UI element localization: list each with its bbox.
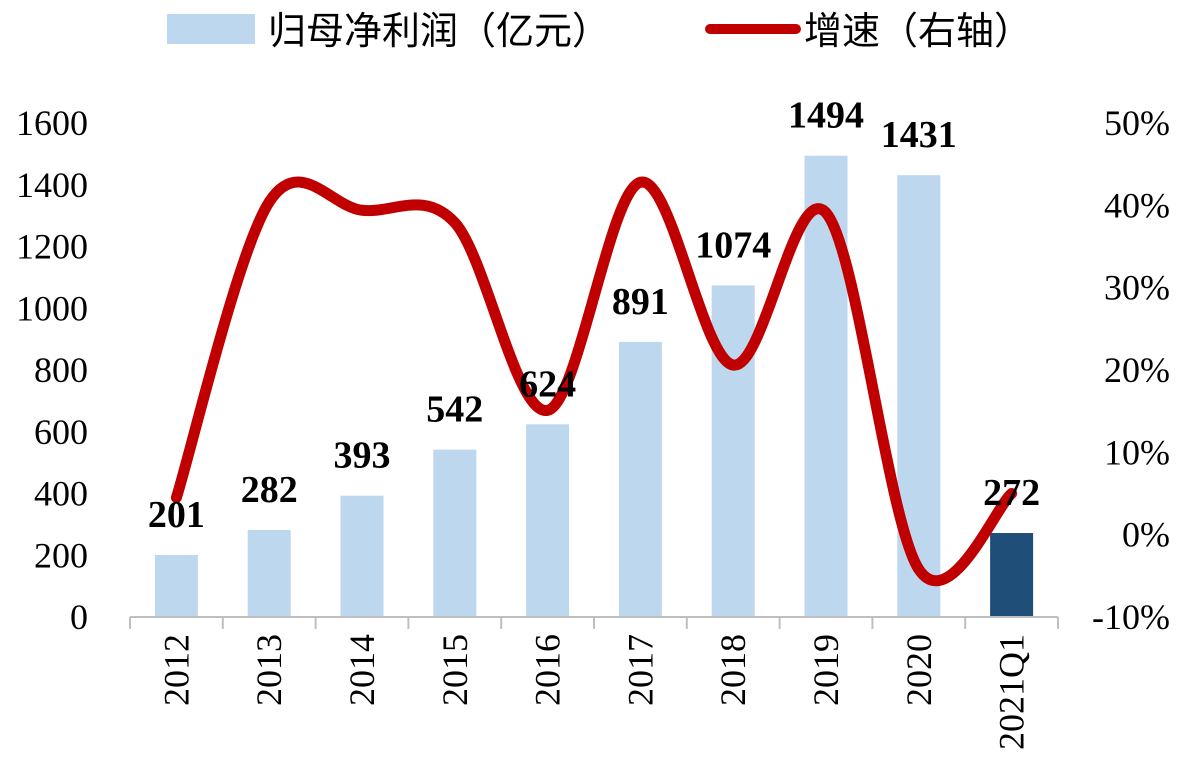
- x-tick-label: 2021Q1: [992, 634, 1032, 750]
- y-right-tick-label: 0%: [1122, 515, 1170, 555]
- x-tick-label: 2012: [156, 634, 196, 706]
- y-left-tick-label: 200: [34, 535, 88, 575]
- x-tick-label: 2016: [528, 634, 568, 706]
- bar-series: [154, 155, 1034, 618]
- bar: [897, 175, 941, 617]
- y-right-tick-label: 10%: [1104, 432, 1170, 472]
- bar-value-label: 624: [519, 363, 576, 405]
- y-left-tick-label: 1200: [16, 227, 88, 267]
- bar: [433, 449, 477, 617]
- growth-line: [170, 176, 1018, 586]
- bar: [154, 554, 198, 617]
- y-left-tick-label: 600: [34, 412, 88, 452]
- x-tick-label: 2019: [806, 634, 846, 706]
- x-tick-label: 2013: [249, 634, 289, 706]
- bar-value-label: 1074: [695, 224, 771, 266]
- y-right-tick-label: 50%: [1104, 103, 1170, 143]
- bar: [247, 529, 291, 617]
- legend-swatch-bar: [167, 14, 255, 44]
- bar-value-label: 542: [426, 389, 483, 431]
- growth-line-series: [170, 176, 1018, 586]
- bar: [618, 341, 662, 617]
- y-left-tick-label: 0: [70, 597, 88, 637]
- bar: [711, 285, 755, 617]
- legend-label-bar: 归母净利润（亿元）: [268, 9, 610, 53]
- y-left-tick-label: 1600: [16, 103, 88, 143]
- bar-value-label: 891: [612, 281, 669, 323]
- x-axis: 2012 2013 2014 2015 2016 2017 2018 2019 2020 2021…: [129, 617, 1059, 750]
- bar-value-label: 272: [983, 472, 1040, 514]
- y-right-tick-label: -10%: [1092, 597, 1170, 637]
- bar-value-label: 282: [241, 469, 298, 511]
- bar: [804, 155, 848, 618]
- y-right-tick-label: 40%: [1104, 185, 1170, 225]
- legend: 归母净利润（亿元） 增速（右轴）: [167, 9, 1032, 53]
- y-left-tick-label: 800: [34, 350, 88, 390]
- x-tick-label: 2020: [899, 634, 939, 706]
- x-tick-label: 2014: [342, 634, 382, 706]
- bar-value-label: 393: [334, 435, 391, 477]
- y-right-tick-label: 30%: [1104, 268, 1170, 308]
- y-right-tick-label: 20%: [1104, 350, 1170, 390]
- x-tick-label: 2015: [435, 634, 475, 706]
- bar-value-label: 1431: [881, 114, 957, 156]
- y-axis-left: 0 200 400 600 800 1000 1200 1400 1600: [16, 103, 88, 637]
- legend-label-line: 增速（右轴）: [804, 9, 1032, 53]
- y-left-tick-label: 1000: [16, 288, 88, 328]
- y-axis-right: -10% 0% 10% 20% 30% 40% 50%: [1092, 103, 1170, 637]
- y-left-tick-label: 400: [34, 474, 88, 514]
- bar: [340, 495, 384, 617]
- bar-value-label: 201: [148, 494, 205, 536]
- x-tick-label: 2018: [713, 634, 753, 706]
- bar-value-label: 1494: [788, 95, 864, 137]
- bar-data-labels: 201 282 393 542 624 891 1074 1494 1431 272: [148, 95, 1040, 536]
- x-tick-label: 2017: [620, 634, 660, 706]
- bar: [526, 424, 570, 617]
- y-left-tick-label: 1400: [16, 165, 88, 205]
- bar: [990, 533, 1034, 617]
